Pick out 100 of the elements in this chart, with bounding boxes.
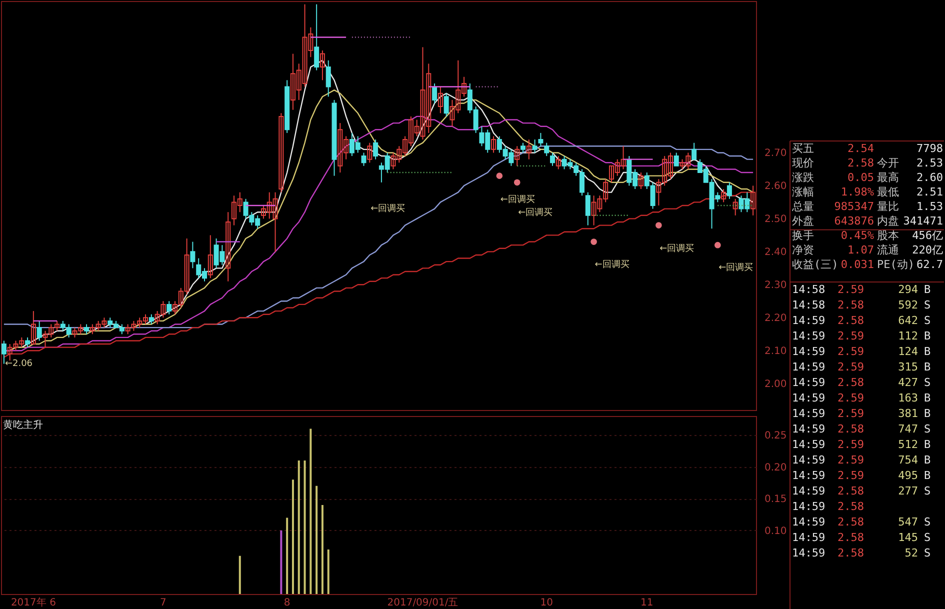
text: 14:59 2.59 124 B xyxy=(792,345,931,358)
candlestick xyxy=(314,4,320,71)
text: 14:59 2.59 495 B xyxy=(792,469,931,482)
candlestick xyxy=(732,198,738,216)
y-tick-label: 2.30 xyxy=(764,280,787,292)
candlestick xyxy=(320,50,325,81)
candlestick xyxy=(373,139,378,160)
text: 14:59 2.58 547 S xyxy=(792,516,931,528)
x-tick-label: 7 xyxy=(160,598,166,608)
text: 换手 0.45% 股本 456亿 xyxy=(792,229,944,242)
point xyxy=(590,238,597,245)
candlestick xyxy=(444,92,449,117)
candlestick xyxy=(520,142,526,154)
bar xyxy=(280,530,282,594)
annotation: ←2.06 xyxy=(4,359,33,369)
x-tick-label: 10 xyxy=(540,598,553,608)
point xyxy=(656,222,662,228)
text: 14:59 2.58 145 S xyxy=(792,531,931,544)
bar xyxy=(298,460,300,594)
annotation: ←回调买 xyxy=(518,207,553,218)
y-tick-label: 0.15 xyxy=(764,494,787,506)
candlestick xyxy=(721,188,726,203)
y-tick-label: 2.00 xyxy=(764,379,787,390)
text: 14:59 2.59 112 B xyxy=(792,330,931,342)
annotation: ←回调买 xyxy=(370,203,406,214)
text: 14:59 2.58 427 S xyxy=(792,376,931,389)
candlestick xyxy=(226,212,231,282)
text: 14:58 2.59 294 B xyxy=(792,283,931,296)
candlestick xyxy=(750,185,756,216)
annotation: ←回调买 xyxy=(718,262,754,273)
text: 14:59 2.59 754 B xyxy=(792,454,931,466)
candlestick xyxy=(726,182,732,200)
candlestick xyxy=(361,152,366,166)
text: 14:59 2.59 163 B xyxy=(792,392,931,404)
candlestick xyxy=(25,336,30,348)
candlestick xyxy=(585,192,590,226)
point xyxy=(714,242,721,248)
candlestick xyxy=(1,340,6,364)
y-tick-label: 2.60 xyxy=(764,181,787,192)
y-tick-label: 0.20 xyxy=(764,462,787,474)
bar xyxy=(310,428,312,594)
bar xyxy=(321,505,324,594)
candlestick xyxy=(278,112,284,193)
annotation: ←回调买 xyxy=(594,259,630,270)
candlestick xyxy=(514,146,520,166)
candlestick xyxy=(556,156,561,170)
y-tick-label: 2.20 xyxy=(764,313,787,324)
text: 14:59 2.59 512 B xyxy=(792,438,931,451)
y-tick-label: 2.10 xyxy=(764,346,787,358)
candlestick xyxy=(432,82,438,104)
y-tick-label: 0.25 xyxy=(764,430,787,442)
candlestick xyxy=(36,320,42,342)
candlestick xyxy=(166,300,172,315)
text: 14:59 2.58 277 S xyxy=(792,484,931,498)
chart-title: 黄吃主升 xyxy=(3,419,43,431)
candlestick xyxy=(438,86,443,114)
text: 涨幅 1.98% 最低 2.51 xyxy=(792,186,944,198)
y-tick-label: 2.40 xyxy=(764,247,787,258)
candlestick xyxy=(692,142,697,160)
text: 买五 2.54 7798 xyxy=(792,142,944,155)
candlestick xyxy=(491,136,496,154)
bar xyxy=(304,460,306,594)
y-tick-label: 0.10 xyxy=(764,526,787,537)
bar xyxy=(286,518,288,594)
y-tick-label: 2.50 xyxy=(764,214,787,226)
text: 净资 1.07 流通 220亿 xyxy=(792,244,944,256)
candlestick xyxy=(84,324,90,335)
candlestick xyxy=(30,310,36,345)
candlestick xyxy=(367,142,372,164)
candlestick xyxy=(532,139,538,154)
text: 14:59 2.58 747 S xyxy=(792,422,931,436)
x-tick-label: 2017/09/01/五 xyxy=(387,598,458,608)
annotation: ←回调买 xyxy=(500,194,535,205)
candlestick xyxy=(550,152,556,166)
text: 收益(三) 0.031 PE(动) 62.7 xyxy=(792,258,944,271)
bar xyxy=(238,556,241,594)
text: 14:59 2.58 52 S xyxy=(792,546,931,560)
text: 总量 985347 量比 1.53 xyxy=(792,200,944,213)
text: 14:59 2.59 381 B xyxy=(792,407,931,420)
annotation: ←回调买 xyxy=(660,243,694,254)
candlestick xyxy=(526,139,532,160)
point xyxy=(514,179,520,186)
candlestick xyxy=(148,314,154,325)
text: 现价 2.58 今开 2.53 xyxy=(792,156,944,170)
candlestick xyxy=(190,241,196,269)
text: 14:59 2.58 xyxy=(792,500,864,513)
candlestick xyxy=(674,152,679,166)
text: 外盘 643876 内盘 341471 xyxy=(792,214,944,228)
candlestick xyxy=(326,60,331,98)
text: 14:59 2.58 642 S xyxy=(792,314,931,327)
text: 14:59 2.59 315 B xyxy=(792,360,931,374)
candlestick xyxy=(538,132,544,147)
bar xyxy=(327,550,330,594)
bar xyxy=(316,486,318,594)
bar xyxy=(292,480,294,594)
x-tick-label: 8 xyxy=(284,598,290,608)
text: 14:58 2.58 592 S xyxy=(792,298,931,312)
x-tick-label: 2017年 6 xyxy=(10,596,56,608)
x-tick-label: 11 xyxy=(640,598,654,608)
y-tick-label: 2.70 xyxy=(764,148,787,160)
